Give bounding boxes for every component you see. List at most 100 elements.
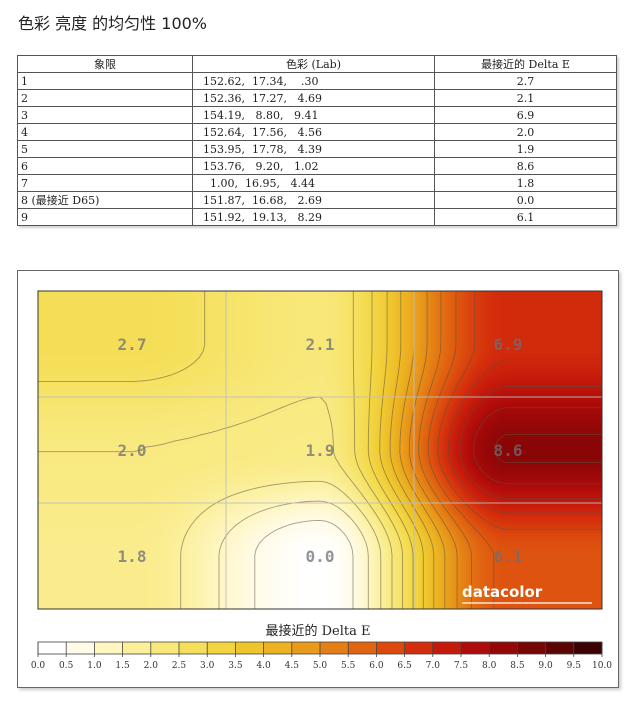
lab-cell: 153.95, 17.78, 4.39	[192, 140, 435, 158]
lab-cell: 152.62, 17.34, .30	[192, 72, 435, 90]
contour-line	[447, 358, 602, 514]
table-row: 3 154.19, 8.80, 9.41 6.9	[17, 106, 617, 124]
colorbar-tick-label: 8.5	[510, 661, 525, 671]
contour-line	[367, 291, 414, 609]
colorbar-swatch	[122, 642, 152, 654]
colorbar-swatch	[235, 642, 264, 654]
quadrant-cell: 7	[17, 174, 193, 192]
delta-e-cell: 6.9	[434, 106, 617, 124]
colorbar-swatch	[432, 642, 462, 654]
delta-e-cell: 1.8	[434, 174, 617, 192]
contour-line	[437, 291, 602, 530]
colorbar-tick-label: 1.5	[115, 661, 130, 671]
contour-line	[418, 291, 473, 609]
colorbar-tick-label: 6.5	[397, 661, 412, 671]
table-row: 6 153.76, 9.20, 1.02 8.6	[17, 157, 617, 175]
heatmap-field	[38, 291, 602, 609]
colorbar-tick-label: 4.5	[285, 661, 300, 671]
lab-cell: 152.36, 17.27, 4.69	[192, 89, 435, 107]
cell-value-label: 8.6	[494, 441, 523, 460]
heatmap-svg: 2.7 2.1 6.9 2.0 1.9 8.6 1.8 0.0 6.1 datacolor 最接近的…	[31, 290, 612, 671]
quadrant-cell: 9	[17, 208, 193, 226]
quadrant-cell: 4	[17, 123, 193, 141]
plot-border	[37, 290, 603, 610]
lab-cell: 153.76, 9.20, 1.02	[192, 157, 435, 175]
colorbar-tick-label: 9.5	[567, 661, 582, 671]
colorbar-swatch	[66, 642, 95, 654]
delta-e-cell: 2.0	[434, 123, 617, 141]
colorbar-tick-label: 8.0	[482, 661, 497, 671]
colorbar-swatch	[376, 642, 405, 654]
contour-line	[459, 386, 602, 500]
lab-cell: 151.87, 16.68, 2.69	[192, 191, 435, 209]
colorbar-swatch	[179, 642, 208, 654]
delta-e-cell: 6.1	[434, 208, 617, 226]
cell-value-label: 6.9	[494, 335, 523, 354]
table-row: 4 152.64, 17.56, 4.56 2.0	[17, 123, 617, 141]
colorbar-swatch	[461, 642, 490, 654]
colorbar-tick-label: 3.5	[228, 661, 243, 671]
cell-value-label: 1.8	[118, 547, 147, 566]
quadrant-cell: 3	[17, 106, 193, 124]
colorbar-tick-label: 6.0	[369, 661, 384, 671]
contour-line	[427, 291, 495, 609]
contour-line	[180, 480, 382, 609]
colorbar-swatch	[150, 642, 180, 654]
colorbar-swatch	[348, 642, 377, 654]
contour-line	[494, 433, 602, 463]
colorbar-tick-label: 5.5	[341, 661, 356, 671]
quadrant-cell: 8 (最接近 D65)	[17, 191, 193, 209]
table-row: 1 152.62, 17.34, .30 2.7	[17, 72, 617, 90]
uniformity-table: 象限 色彩 (Lab) 最接近的 Delta E 1 152.62, 17.34,…	[17, 55, 617, 226]
colorbar-tick-label: 0.5	[59, 661, 74, 671]
colorbar-tick-label: 7.0	[426, 661, 441, 671]
colorbar-swatch	[404, 642, 434, 654]
colorbar-tick-label: 1.0	[87, 661, 102, 671]
colorbar-swatch	[38, 642, 67, 654]
lab-cell: 1.00, 16.95, 4.44	[192, 174, 435, 192]
colorbar-swatch	[517, 642, 546, 654]
cell-value-label: 2.1	[306, 335, 335, 354]
contour-line	[38, 396, 393, 609]
quadrant-cell: 6	[17, 157, 193, 175]
cell-value-label: 1.9	[306, 441, 335, 460]
contour-line	[473, 407, 602, 485]
colorbar-tick-label: 3.0	[200, 661, 215, 671]
header-delta-e: 最接近的 Delta E	[434, 55, 617, 73]
table-row: 5 153.95, 17.78, 4.39 1.9	[17, 140, 617, 158]
contour-line	[254, 519, 354, 609]
lab-cell: 154.19, 8.80, 9.41	[192, 106, 435, 124]
quadrant-cell: 1	[17, 72, 193, 90]
colorbar-swatch	[207, 642, 236, 654]
table-row: 9 151.92, 19.13, 8.29 6.1	[17, 208, 617, 226]
contour-line	[389, 291, 435, 609]
colorbar-tick-label: 4.0	[256, 661, 271, 671]
delta-e-cell: 1.9	[434, 140, 617, 158]
colorbar-swatch	[320, 642, 349, 654]
quadrant-cell: 5	[17, 140, 193, 158]
uniformity-chart: 2.7 2.1 6.9 2.0 1.9 8.6 1.8 0.0 6.1 datacolor 最接近的…	[17, 270, 619, 688]
header-quadrant: 象限	[17, 55, 193, 73]
delta-e-cell: 2.7	[434, 72, 617, 90]
colorbar-tick-label: 2.0	[144, 661, 159, 671]
colorbar-tick-label: 7.5	[454, 661, 469, 671]
colorbar-swatch	[545, 642, 575, 654]
colorbar-tick-label: 0.0	[31, 661, 46, 671]
page-title: 色彩 亮度 的均匀性 100%	[18, 14, 208, 33]
colorbar-swatch	[489, 642, 518, 654]
table-row: 8 (最接近 D65) 151.87, 16.68, 2.69 0.0	[17, 191, 617, 209]
colorbar-swatch	[94, 642, 123, 654]
colorbar-swatch	[291, 642, 321, 654]
cell-value-label: 6.1	[494, 547, 523, 566]
delta-e-cell: 0.0	[434, 191, 617, 209]
contour-line	[379, 291, 424, 609]
colorbar-tick-label: 5.0	[313, 661, 328, 671]
quadrant-cell: 2	[17, 89, 193, 107]
colorbar-label: 最接近的 Delta E	[265, 623, 370, 639]
table-header-row: 象限 色彩 (Lab) 最接近的 Delta E	[17, 55, 617, 73]
table-row: 7 1.00, 16.95, 4.44 1.8	[17, 174, 617, 192]
cell-value-label: 2.7	[118, 335, 147, 354]
colorbar-tick-label: 2.5	[172, 661, 187, 671]
colorbar-tick-label: 9.0	[538, 661, 553, 671]
header-lab: 色彩 (Lab)	[192, 55, 435, 73]
